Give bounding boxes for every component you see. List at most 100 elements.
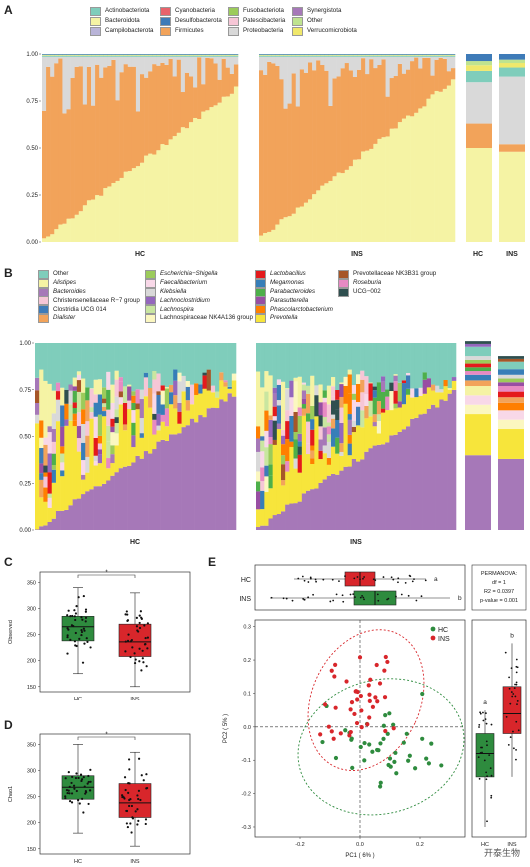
- bar-segment: [165, 408, 169, 426]
- data-point: [89, 769, 91, 771]
- ins-point: [367, 715, 371, 719]
- data-point: [75, 632, 77, 634]
- bar-segment: [269, 375, 273, 415]
- bar-segment: [136, 409, 140, 456]
- hc-point: [376, 748, 380, 752]
- bar-segment: [39, 463, 43, 473]
- data-point: [80, 616, 82, 618]
- bar-segment: [94, 466, 98, 487]
- bar-segment: [377, 421, 381, 433]
- bar-segment: [373, 426, 377, 445]
- bar-segment: [339, 471, 343, 530]
- data-point: [307, 581, 309, 583]
- bar-segment: [294, 378, 298, 382]
- bar-segment: [69, 385, 73, 391]
- bar-segment: [465, 380, 491, 386]
- bar-segment: [119, 468, 123, 530]
- data-point: [83, 776, 85, 778]
- data-point: [68, 792, 70, 794]
- data-point: [128, 758, 130, 760]
- data-point: [65, 777, 67, 779]
- data-point: [139, 627, 141, 629]
- bar-segment: [406, 373, 410, 375]
- bar-segment: [373, 422, 377, 426]
- bar-segment: [264, 526, 268, 530]
- data-point: [127, 792, 129, 794]
- bar-segment: [110, 454, 114, 463]
- bar-segment: [423, 380, 427, 394]
- data-point: [286, 598, 288, 600]
- bar-segment: [161, 415, 165, 422]
- bar-segment: [198, 394, 202, 416]
- data-point: [125, 640, 127, 642]
- bar-segment: [35, 390, 39, 403]
- data-point: [342, 601, 344, 603]
- bar-segment: [43, 525, 47, 530]
- bar-segment: [394, 374, 398, 375]
- bar-segment: [431, 385, 435, 391]
- data-point: [66, 614, 68, 616]
- bar-segment: [269, 343, 273, 375]
- bar-segment: [219, 380, 223, 399]
- bar-segment: [264, 466, 268, 477]
- tick-label: 0.2: [416, 842, 424, 848]
- data-point: [401, 594, 403, 596]
- data-point: [342, 594, 344, 596]
- bar-segment: [98, 415, 102, 436]
- bar-segment: [60, 446, 64, 453]
- data-point: [71, 776, 73, 778]
- bar-segment: [260, 451, 264, 467]
- ins-point: [318, 732, 322, 736]
- bar-segment: [232, 381, 236, 397]
- bar-segment: [140, 399, 144, 418]
- bar-segment: [89, 389, 93, 407]
- bar-segment: [64, 343, 68, 390]
- y-axis-label: Observed: [8, 620, 14, 644]
- bar-segment: [102, 407, 106, 411]
- data-point: [412, 580, 414, 582]
- data-point: [344, 575, 346, 577]
- bar-segment: [264, 476, 268, 492]
- bar-segment: [194, 422, 198, 530]
- bar-segment: [310, 459, 314, 464]
- bar-segment: [215, 392, 219, 398]
- bar-segment: [102, 343, 106, 387]
- bar-segment: [89, 419, 93, 490]
- data-point: [138, 758, 140, 760]
- hc-point: [420, 692, 424, 696]
- data-point: [516, 659, 518, 661]
- bar-segment: [43, 477, 47, 488]
- bar-segment: [406, 395, 410, 426]
- bar-segment: [119, 381, 123, 391]
- data-point: [136, 808, 138, 810]
- bar-segment: [48, 522, 52, 530]
- bar-segment: [169, 343, 173, 385]
- bar-segment: [131, 410, 135, 423]
- data-point: [515, 749, 517, 751]
- bar-segment: [115, 423, 119, 433]
- bar-segment: [127, 385, 131, 387]
- data-point: [513, 747, 515, 749]
- bar-segment: [106, 390, 110, 410]
- bar-segment: [339, 443, 343, 452]
- tick-label: 300: [27, 769, 36, 775]
- bar-segment: [444, 380, 448, 386]
- bar-segment: [427, 387, 431, 408]
- bar-segment: [410, 419, 414, 530]
- bar-segment: [228, 393, 232, 530]
- bar-segment: [319, 402, 323, 415]
- bar-segment: [115, 371, 119, 380]
- bar-segment: [439, 343, 443, 389]
- bar-segment: [356, 462, 360, 530]
- bar-segment: [269, 464, 273, 475]
- bar-segment: [406, 343, 410, 373]
- bar-segment: [173, 408, 177, 434]
- bar-segment: [260, 343, 264, 387]
- bar-segment: [323, 445, 327, 453]
- data-point: [64, 797, 66, 799]
- bar-segment: [327, 442, 331, 458]
- bar-segment: [73, 343, 77, 378]
- bar-segment: [498, 386, 524, 392]
- data-point: [509, 688, 511, 690]
- bar-segment: [115, 380, 119, 397]
